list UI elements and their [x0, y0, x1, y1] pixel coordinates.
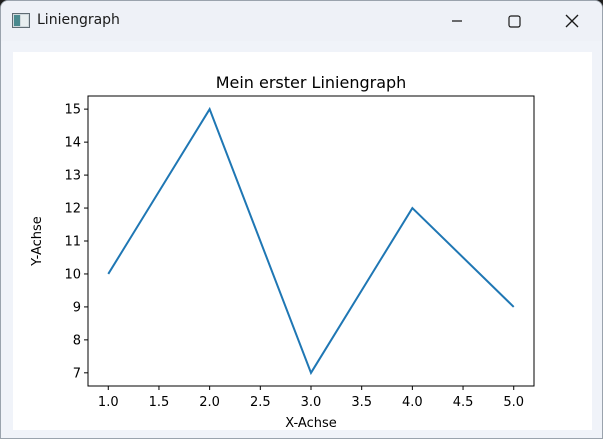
- x-axis-label: X-Achse: [285, 416, 337, 430]
- close-icon: [565, 14, 579, 28]
- x-tick-label: 4.0: [402, 395, 423, 410]
- x-tick-label: 2.5: [250, 395, 271, 410]
- close-button[interactable]: [543, 1, 601, 41]
- x-tick-label: 1.5: [149, 395, 170, 410]
- title-bar[interactable]: Liniengraph: [1, 1, 602, 41]
- line-chart: 7 8 9 10 11 12 13 14 15 1.0 1.5 2.0 2.5 3.0 3.5 4.0 4.5…: [30, 73, 535, 430]
- x-tick-label: 5.0: [503, 395, 524, 410]
- y-tick-label: 9: [73, 300, 81, 315]
- series-line: [107, 106, 515, 376]
- y-tick-label: 12: [64, 202, 81, 217]
- y-axis-ticks: 7 8 9 10 11 12 13 14 15: [64, 103, 88, 381]
- y-tick-label: 15: [64, 103, 81, 118]
- maximize-button[interactable]: [485, 1, 543, 41]
- chart-title: Mein erster Liniengraph: [216, 73, 407, 92]
- x-tick-label: 1.0: [98, 395, 119, 410]
- x-tick-label: 4.5: [453, 395, 474, 410]
- x-axis-ticks: 1.0 1.5 2.0 2.5 3.0 3.5 4.0 4.5 5.0: [98, 386, 524, 410]
- python-figure-icon: [12, 13, 30, 28]
- minimize-icon: [452, 20, 462, 22]
- plot-area: [87, 95, 535, 387]
- x-tick-label: 3.0: [301, 395, 322, 410]
- x-tick-label: 2.0: [199, 395, 220, 410]
- y-tick-label: 8: [73, 333, 81, 348]
- y-tick-label: 7: [73, 366, 81, 381]
- figure-canvas: 7 8 9 10 11 12 13 14 15 1.0 1.5 2.0 2.5 3.0 3.5 4.0 4.5…: [13, 52, 592, 430]
- y-tick-label: 11: [64, 235, 81, 250]
- y-axis-label: Y-Achse: [30, 216, 45, 267]
- y-tick-label: 14: [64, 136, 81, 151]
- maximize-icon: [507, 14, 521, 28]
- x-tick-label: 3.5: [351, 395, 372, 410]
- y-tick-label: 13: [64, 169, 81, 184]
- series-layer: [107, 106, 515, 376]
- window-title: Liniengraph: [37, 12, 120, 28]
- minimize-button[interactable]: [428, 1, 486, 41]
- y-tick-label: 10: [64, 267, 81, 282]
